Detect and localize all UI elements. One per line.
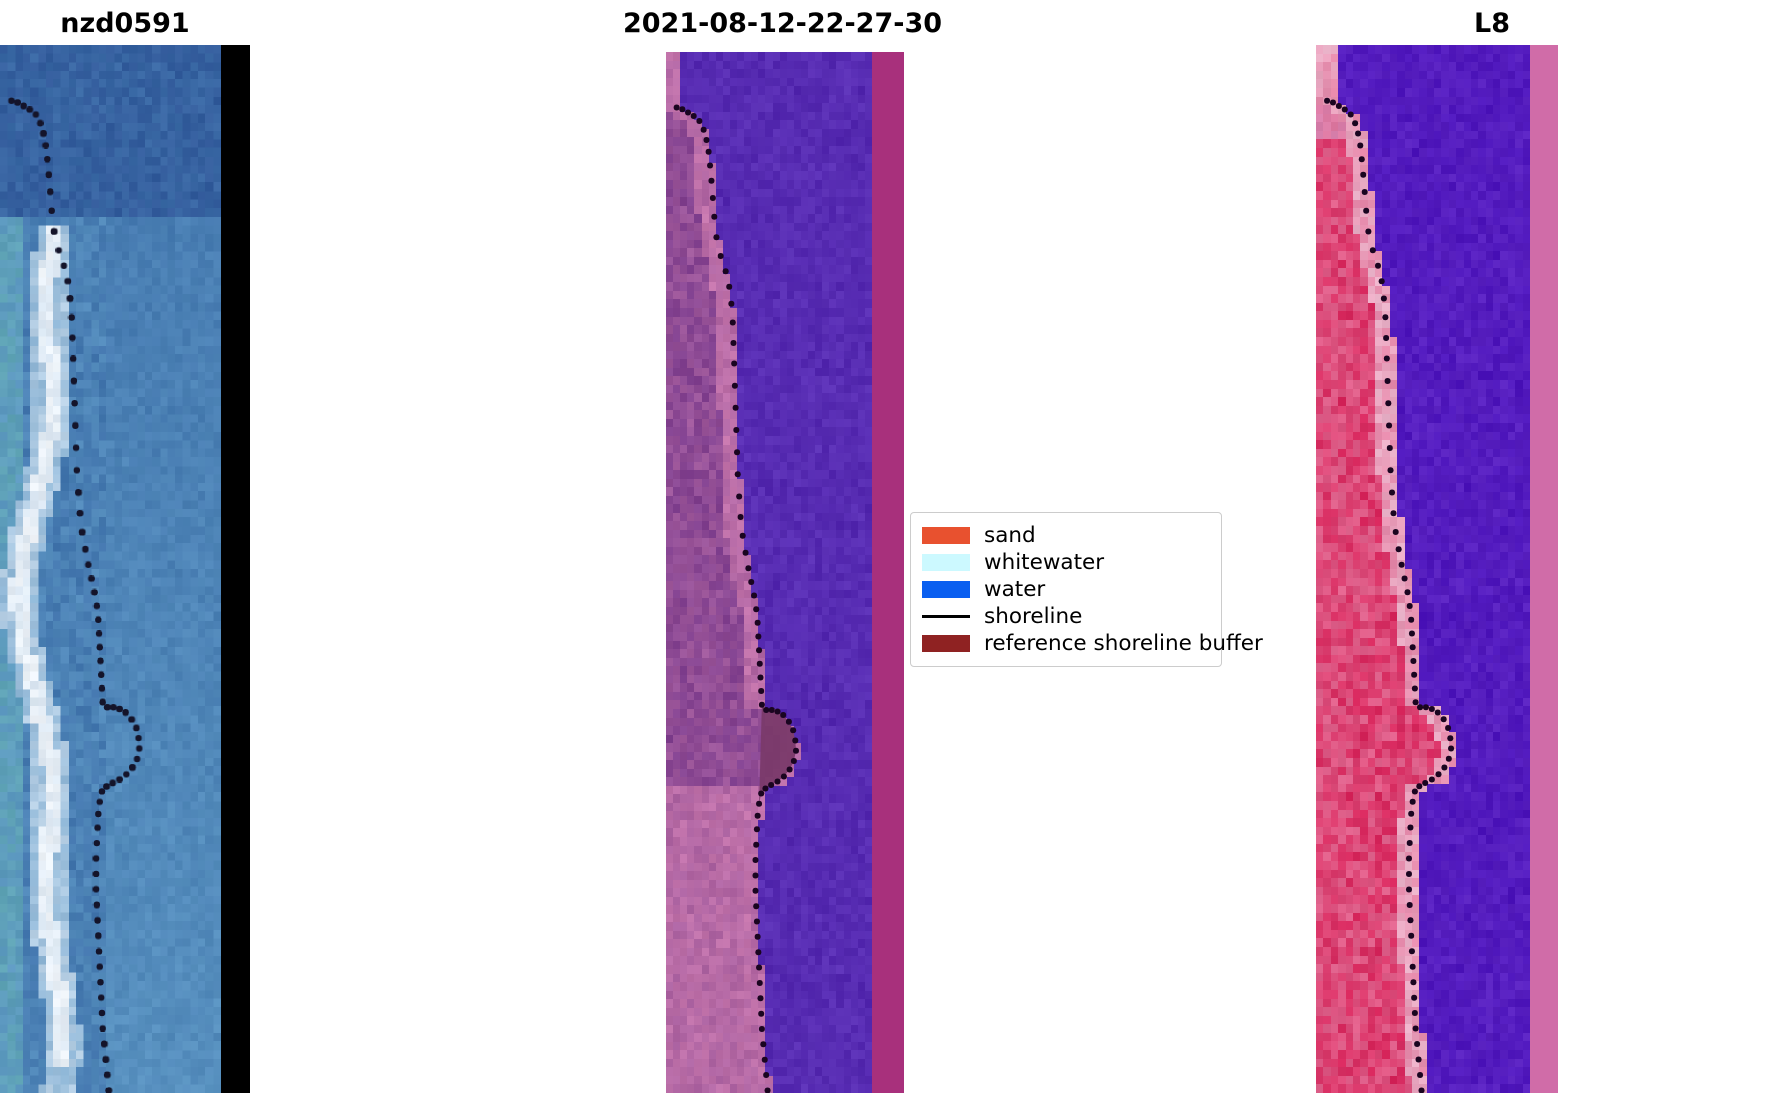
panel-index-title: L8 [1474,8,1510,39]
legend-item-sand[interactable]: sand [922,522,1209,549]
legend-item-whitewater[interactable]: whitewater [922,549,1209,576]
legend: sand whitewater water shoreline referenc… [910,512,1263,667]
legend-swatch-reference-shoreline-buffer [922,635,970,652]
legend-swatch-water [922,581,970,598]
legend-swatch-sand [922,527,970,544]
legend-item-reference-shoreline-buffer[interactable]: reference shoreline buffer [922,630,1263,657]
legend-label-shoreline: shoreline [984,603,1083,629]
legend-item-water[interactable]: water [922,576,1209,603]
legend-label-whitewater: whitewater [984,549,1105,575]
panel-rgb: nzd0591 [0,0,400,1108]
panel-classified-title: 2021-08-12-22-27-30 [622,8,943,39]
legend-label-reference-shoreline-buffer: reference shoreline buffer [984,630,1263,656]
legend-swatch-shoreline [922,615,970,618]
panel-index: L8 [1250,0,1774,1108]
panel-rgb-axes [0,45,250,1093]
legend-item-shoreline[interactable]: shoreline [922,603,1209,630]
panel-classified-axes [666,52,904,1093]
panel-index-axes [1316,45,1558,1093]
panel-rgb-title: nzd0591 [60,8,190,39]
legend-swatch-whitewater [922,554,970,571]
legend-label-water: water [984,576,1046,602]
legend-label-sand: sand [984,522,1036,548]
